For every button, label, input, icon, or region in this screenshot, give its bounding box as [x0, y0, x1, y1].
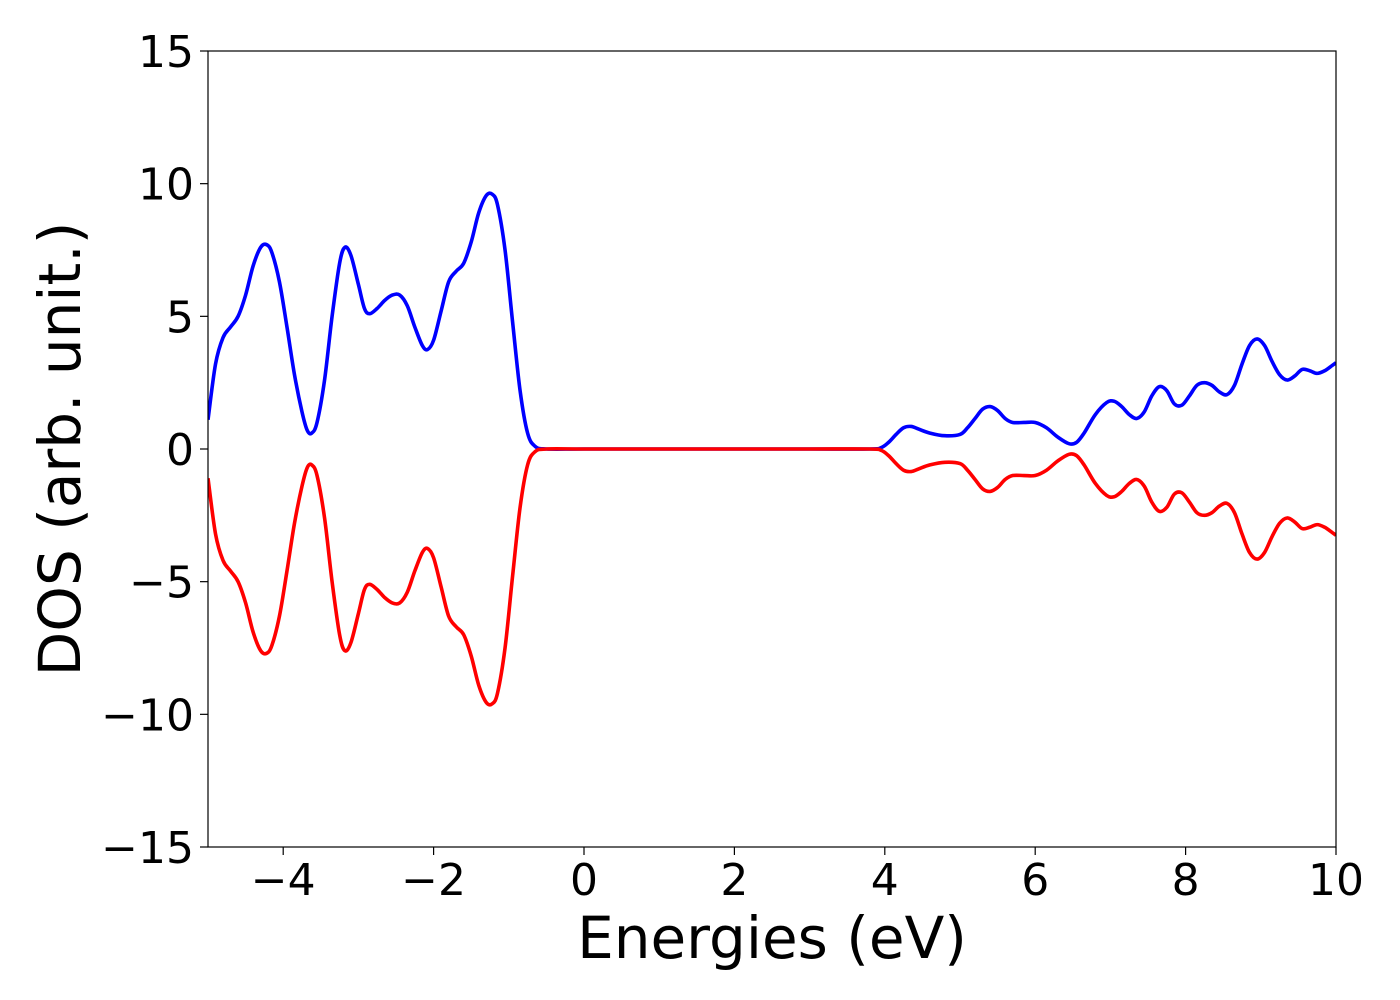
y-tick-label: −5 — [129, 558, 194, 609]
y-tick-label: 15 — [138, 27, 194, 78]
x-tick-label: 0 — [570, 855, 598, 906]
y-tick-label: 0 — [166, 425, 194, 476]
x-tick-label: 10 — [1308, 855, 1364, 906]
dos-series-line-blue — [208, 191, 1336, 451]
y-tick-label: 5 — [166, 292, 194, 343]
y-axis-label: DOS (arb. unit.) — [26, 222, 94, 677]
y-tick-label: −15 — [101, 823, 194, 874]
x-tick-label: 4 — [871, 855, 899, 906]
y-tick-label: −10 — [101, 690, 194, 741]
x-tick-label: 8 — [1172, 855, 1200, 906]
x-tick-label: 2 — [720, 855, 748, 906]
y-tick-label: 10 — [138, 160, 194, 211]
x-axis-label: Energies (eV) — [577, 904, 967, 972]
x-tick-label: 6 — [1021, 855, 1049, 906]
dos-series-line-red — [208, 447, 1336, 707]
plot-frame — [207, 50, 1337, 848]
x-tick-label: −2 — [401, 855, 466, 906]
x-tick-label: −4 — [251, 855, 316, 906]
